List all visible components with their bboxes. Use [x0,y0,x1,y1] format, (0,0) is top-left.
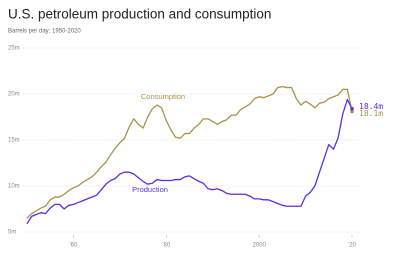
value-label: 18.1m [359,109,383,118]
y-tick-label: 5m [8,230,16,236]
series-line [26,98,353,225]
y-tick-label: 25m [8,46,20,52]
x-tick-label: '20 [348,243,356,249]
end-point [350,106,354,111]
x-tick-label: 2000 [252,243,266,249]
y-tick-label: 15m [8,138,20,144]
x-tick-label: '80 [162,243,170,249]
chart-title: U.S. petroleum production and consumptio… [8,7,271,22]
series-label: Consumption [141,92,185,101]
chart-subtitle: Barrels per day; 1950-2020 [8,29,81,35]
end-point [350,109,354,114]
x-tick-label: '60 [70,243,78,249]
series-label: Production [132,185,168,194]
series-line [26,85,353,219]
y-tick-label: 10m [8,184,20,190]
value-label: 18.4m [359,102,383,111]
y-tick-label: 20m [8,92,20,98]
